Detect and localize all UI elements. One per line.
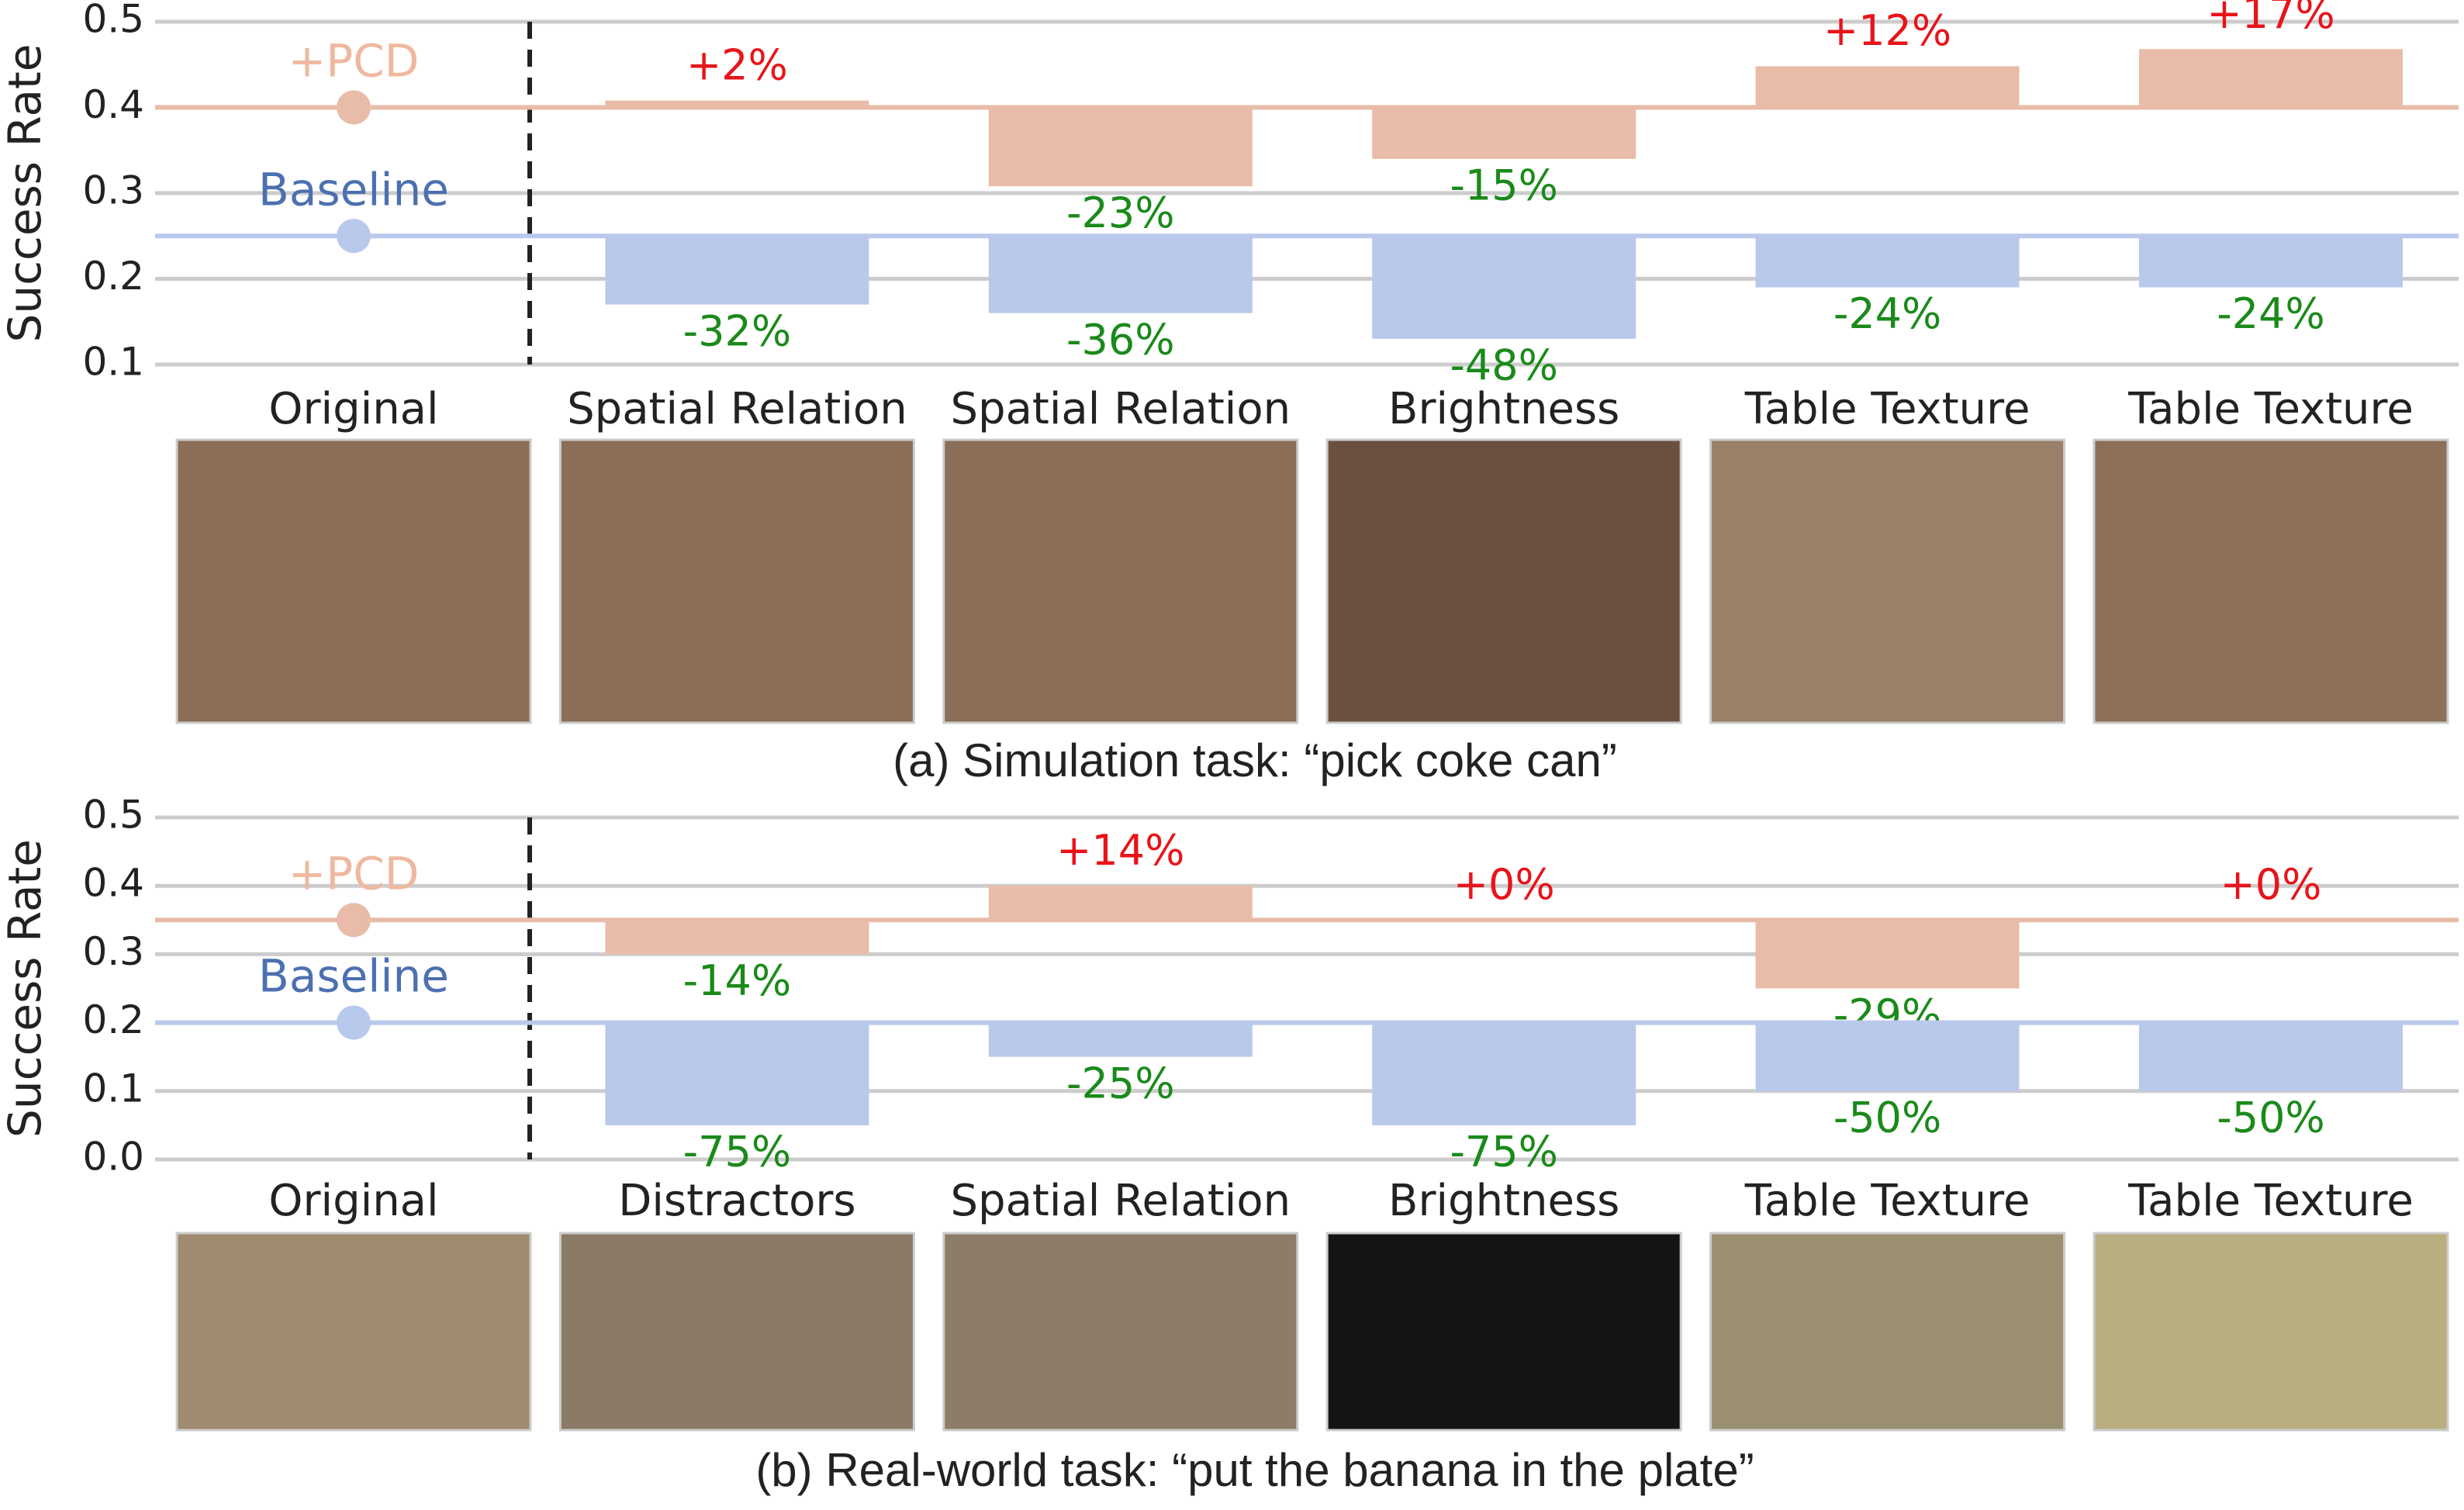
dot [337,90,371,125]
bar [1372,236,1636,339]
photo [1325,438,1682,724]
bar [1372,107,1636,159]
caption: (b) Real-world task: “put the banana in … [755,1444,1754,1496]
bar [1755,66,2020,108]
bar [988,1022,1253,1057]
change-label: -75% [683,1128,792,1177]
photo [1709,438,2066,724]
change-label: -24% [1833,289,1942,338]
change-label: -23% [1066,188,1175,237]
photo [558,1232,915,1432]
photo [175,1232,532,1432]
change-label: +12% [1823,6,1951,55]
change-label: -25% [1066,1059,1175,1107]
change-label: +0% [2220,860,2322,909]
legend-label: +PCD [289,35,420,88]
legend-label: Baseline [258,163,449,216]
dot [337,219,371,254]
change-label: +14% [1056,826,1184,875]
y-tick-label: 0.2 [82,997,144,1042]
y-tick-label: 0.5 [82,0,144,42]
category-label: Spatial Relation [951,1176,1291,1226]
category-label: Table Texture [1744,1176,2030,1226]
change-label: -50% [2217,1093,2325,1142]
category-label: Spatial Relation [951,384,1291,434]
y-tick-label: 0.2 [82,254,144,299]
change-label: -75% [1450,1128,1558,1177]
bar [605,100,869,108]
bar [2139,49,2403,108]
bar [1755,920,2020,989]
y-tick-label: 0.0 [82,1135,144,1180]
bar [1755,1022,2020,1091]
y-axis-label: Success Rate [0,839,51,1138]
photo [1325,1232,1682,1432]
category-label: Spatial Relation [567,384,907,434]
y-tick-label: 0.1 [82,340,144,385]
change-label: -36% [1066,315,1175,364]
change-label: -48% [1450,340,1558,389]
y-tick-label: 0.1 [82,1066,144,1111]
y-tick-label: 0.5 [82,793,144,838]
bar [1755,236,2020,288]
category-label: Original [268,1176,438,1226]
change-label: +17% [2207,0,2334,38]
legend-label: Baseline [258,950,449,1003]
category-label: Brightness [1388,384,1619,434]
change-label: -14% [683,956,792,1005]
change-label: -32% [683,306,792,355]
photo [175,438,532,724]
change-label: -50% [1833,1093,1942,1142]
change-label: -24% [2217,289,2325,338]
bar [605,1022,869,1125]
change-label: +2% [686,40,788,89]
bar [988,107,1253,187]
bar [988,236,1253,313]
y-tick-label: 0.4 [82,82,144,127]
bar [605,236,869,305]
photo [2092,438,2449,724]
change-label: -15% [1450,161,1558,209]
photo [942,1232,1299,1432]
category-label: Table Texture [2127,1176,2414,1226]
y-tick-label: 0.3 [82,168,144,213]
change-label: +0% [1453,860,1555,909]
category-label: Distractors [618,1176,855,1226]
dot [337,903,371,938]
category-label: Original [268,384,438,434]
legend-label: +PCD [289,847,420,900]
photo [558,438,915,724]
y-tick-label: 0.3 [82,929,144,974]
y-axis-label: Success Rate [0,44,51,343]
bar [605,920,869,955]
category-label: Table Texture [2127,384,2414,434]
category-label: Table Texture [1744,384,2030,434]
bar [1372,1022,1636,1125]
category-label: Brightness [1388,1176,1619,1226]
y-tick-label: 0.4 [82,861,144,906]
caption: (a) Simulation task: “pick coke can” [893,734,1617,786]
photo [942,438,1299,724]
bar [988,886,1253,921]
bar [2139,236,2403,288]
dot [337,1005,371,1040]
photo [2092,1232,2449,1432]
photo [1709,1232,2066,1432]
bar [2139,1022,2403,1091]
